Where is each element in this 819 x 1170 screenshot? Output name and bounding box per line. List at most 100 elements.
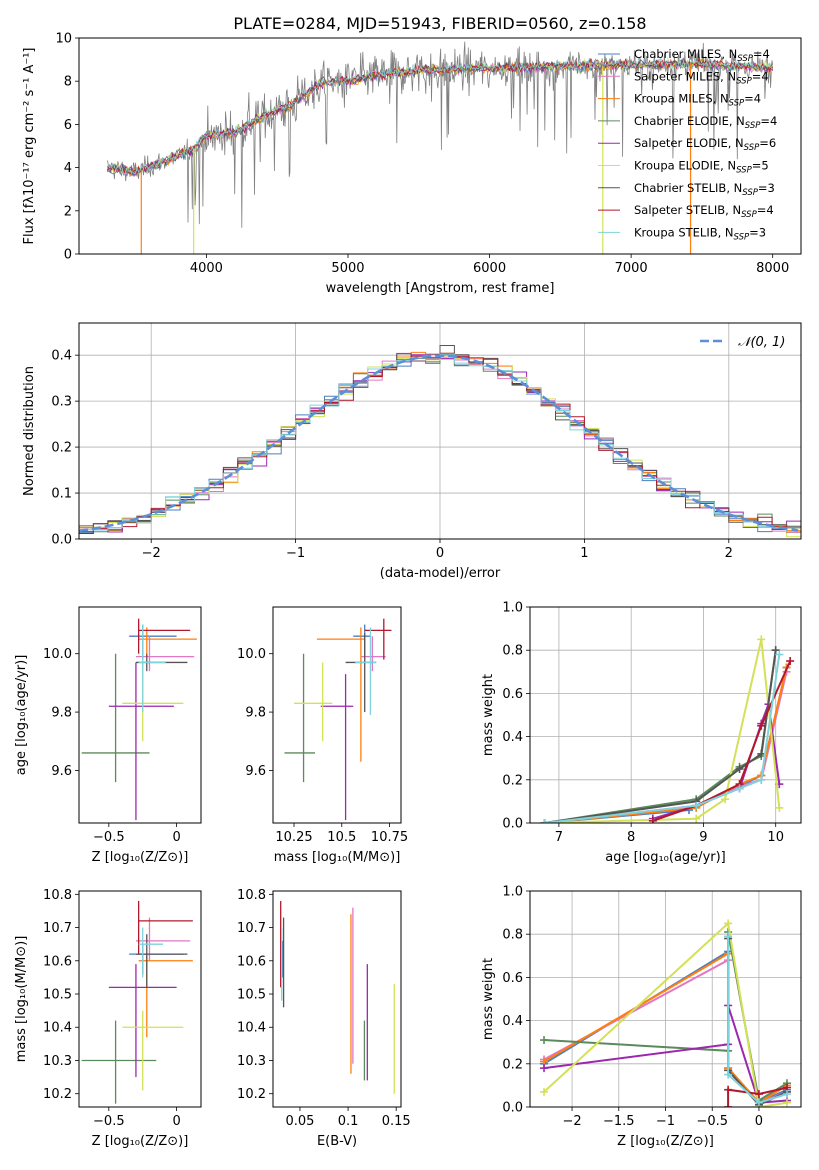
legend-label: Chabrier ELODIE, NSSP=4 [634,114,777,131]
errorbar-point [138,927,164,978]
legend-label-gaussian: 𝒩(0, 1) [738,335,785,350]
weight-marker [754,1090,763,1099]
y-tick-label: 0.4 [51,349,72,364]
legend-label-count: =5 [752,159,769,173]
axes-front-age_vs_Z: −0.5 0 9.6 9.8 10.0 Z [log₁₀(Z/Z⊙)] age [log₁₀… [14,606,202,865]
y-tick-label: 0.2 [51,441,72,456]
errorbar-point [81,1020,157,1104]
weight-line [543,921,788,1107]
weight-marker [757,749,766,758]
errorbar-point [108,662,174,821]
errorbar-point [137,618,191,654]
x-tick-label: 0 [172,1114,180,1129]
model-spectrum-kroupa-stelib [107,56,774,176]
errorbar-point [135,636,195,672]
weight-marker [692,814,701,823]
x-tick-label: −1 [656,1114,675,1129]
weight-marker [735,765,744,773]
y-tick-label: 10.7 [237,921,266,936]
weight-marker [540,1087,549,1096]
y-tick-label: 0.2 [502,1057,523,1072]
y-tick-label: 0.1 [51,487,72,502]
legend-label: Salpeter STELIB, NSSP=4 [634,203,774,220]
legend-label: Kroupa ELODIE, NSSP=5 [634,159,769,176]
legend-label-count: =4 [752,69,769,83]
x-axis-label: Z [log₁₀(Z/Z⊙)] [92,1134,189,1149]
x-axis-label: age [log₁₀(age/yr)] [605,850,726,865]
y-tick-label: 9.8 [51,706,72,721]
x-tick-label: −2 [562,1114,581,1129]
panel-weight_vs_age: 7 8 9 10 0.0 0.2 0.4 0.6 0.8 1.0 age [log₁₀(age/yr… [481,601,802,865]
weight-marker [724,1070,733,1079]
legend-label: Kroupa STELIB, NSSP=3 [634,225,766,242]
x-tick-label: 10.75 [371,830,408,845]
legend-label-count: =4 [744,92,761,106]
y-tick-label: 0.6 [502,971,523,986]
y-axis-label: Flux [fλ10⁻¹⁷ erg cm⁻² s⁻¹ A⁻¹] [22,48,37,245]
legend-label-main: Chabrier MILES, N [634,47,737,61]
legend-label: Salpeter MILES, NSSP=4 [634,69,769,86]
y-tick-label: 4 [64,161,72,176]
x-tick-label: 2 [725,546,733,561]
axes-frame [78,37,802,255]
x-tick-label: 0 [436,546,444,561]
weight-marker [754,1098,763,1107]
weight-marker [648,816,657,823]
plot-content-age_vs_mass [284,618,392,821]
y-tick-label: 0.0 [51,533,72,548]
weight-marker [540,819,549,823]
weight-marker [540,1036,549,1045]
y-tick-label: 10.3 [237,1054,266,1069]
errorbar-point [138,624,166,713]
plot-content-spectrum [106,41,774,254]
legend-label-count: =6 [759,136,776,150]
legend-label-main: Kroupa ELODIE, N [634,159,736,173]
panel-mass_vs_Z: −0.5 0 10.2 10.3 10.4 10.5 10.6 10.7 10.8 Z [log₁… [14,888,202,1149]
x-tick-label: 0.15 [382,1114,411,1129]
panel-spectrum: 4000 5000 6000 7000 8000 0 2 4 6 8 10 wavelength [A… [22,32,802,296]
x-tick-label: −2 [142,546,161,561]
x-tick-label: 0.05 [285,1114,314,1129]
y-axis-label: mass weight [481,674,496,756]
axes-frame [529,606,802,824]
axes-frame [272,890,402,1108]
errorbar-point [320,674,354,821]
weight-line [727,1086,788,1107]
axes-front-mass_vs_ebv: 0.05 0.1 0.15 10.2 10.3 10.4 10.5 10.6 10.7 10.8 E… [237,888,411,1149]
y-tick-label: 10.8 [43,888,72,903]
x-tick-label: 10 [767,830,784,845]
weight-marker [757,635,766,644]
y-tick-label: 0.4 [502,1014,523,1029]
x-tick-label: −0.5 [93,1114,125,1129]
axes-front-residuals: −2 −1 0 1 2 0.0 0.1 0.2 0.3 0.4 (data-model)/error… [22,322,802,581]
y-tick-label: 10.5 [43,988,72,1003]
plot-content-residuals [79,345,801,538]
panel-age_vs_mass: 10.25 10.5 10.75 9.6 9.8 10.0 mass [log₁₀(M/M⊙… [237,606,408,865]
figure-title: PLATE=0284, MJD=51943, FIBERID=0560, z=0… [233,14,646,33]
axes-front-spectrum: 4000 5000 6000 7000 8000 0 2 4 6 8 10 wavelength [A… [22,32,802,296]
legend-label-main: Chabrier ELODIE, N [634,114,745,128]
plot-area [79,891,201,1107]
y-tick-label: 0.8 [502,644,523,659]
plot-area [273,607,401,823]
y-tick-label: 9.6 [245,764,266,779]
weight-line [727,936,788,1104]
y-tick-label: 0 [64,248,72,263]
axes-front-mass_vs_Z: −0.5 0 10.2 10.3 10.4 10.5 10.6 10.7 10.8 Z [log₁… [14,888,202,1149]
x-tick-label: 6000 [473,261,506,276]
errorbar-point [316,627,365,762]
x-tick-label: 10.5 [327,830,356,845]
y-tick-label: 0.4 [502,730,523,745]
y-tick-label: 10.2 [43,1087,72,1102]
legend-label-subscript: SSP [737,54,753,64]
y-tick-label: 0.0 [502,1101,523,1116]
y-tick-label: 10.6 [43,954,72,969]
x-tick-label: 8 [627,830,635,845]
weight-marker [735,784,744,793]
weight-marker [786,657,795,665]
weight-marker [721,795,730,804]
legend-label-count: =3 [758,181,775,195]
plot-content-mass_vs_ebv [280,900,395,1094]
x-axis-label: E(B-V) [317,1134,357,1149]
